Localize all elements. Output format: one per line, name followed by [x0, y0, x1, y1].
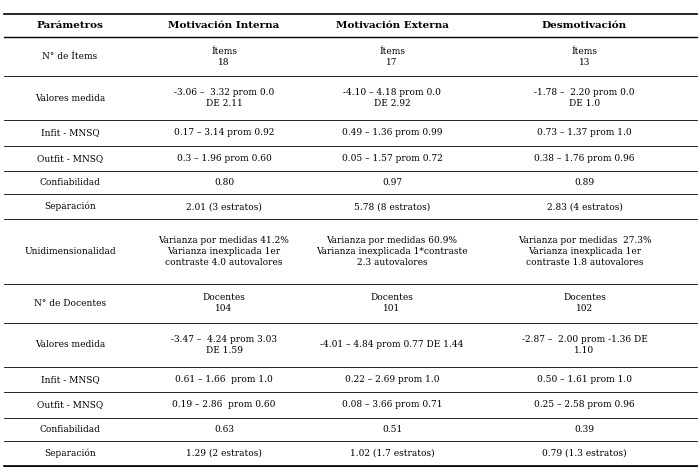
- Text: Valores medida: Valores medida: [35, 94, 105, 103]
- Text: 5.78 (8 estratos): 5.78 (8 estratos): [354, 202, 430, 211]
- Text: Outfit - MNSQ: Outfit - MNSQ: [37, 154, 103, 163]
- Text: -1.78 –  2.20 prom 0.0
DE 1.0: -1.78 – 2.20 prom 0.0 DE 1.0: [534, 88, 635, 108]
- Text: 0.49 – 1.36 prom 0.99: 0.49 – 1.36 prom 0.99: [342, 128, 442, 137]
- Text: Motivación Externa: Motivación Externa: [335, 21, 449, 30]
- Text: 1.29 (2 estratos): 1.29 (2 estratos): [186, 449, 262, 458]
- Text: 0.50 – 1.61 prom 1.0: 0.50 – 1.61 prom 1.0: [537, 375, 632, 384]
- Text: 2.83 (4 estratos): 2.83 (4 estratos): [547, 202, 622, 211]
- Text: N° de Docentes: N° de Docentes: [34, 299, 106, 308]
- Text: 0.05 – 1.57 prom 0.72: 0.05 – 1.57 prom 0.72: [342, 154, 442, 163]
- Text: 0.39: 0.39: [575, 425, 594, 434]
- Text: Separación: Separación: [44, 448, 96, 458]
- Text: Outfit - MNSQ: Outfit - MNSQ: [37, 400, 103, 409]
- Text: Docentes
101: Docentes 101: [370, 293, 414, 314]
- Text: 0.97: 0.97: [382, 178, 402, 187]
- Text: -2.87 –  2.00 prom -1.36 DE
1.10: -2.87 – 2.00 prom -1.36 DE 1.10: [522, 335, 648, 355]
- Text: 0.51: 0.51: [382, 425, 402, 434]
- Text: -3.06 –  3.32 prom 0.0
DE 2.11: -3.06 – 3.32 prom 0.0 DE 2.11: [174, 88, 274, 108]
- Text: -3.47 –  4.24 prom 3.03
DE 1.59: -3.47 – 4.24 prom 3.03 DE 1.59: [171, 335, 277, 355]
- Text: 0.17 – 3.14 prom 0.92: 0.17 – 3.14 prom 0.92: [174, 128, 274, 137]
- Text: Varianza por medidas 60.9%
Varianza inexplicada 1*contraste
2.3 autovalores: Varianza por medidas 60.9% Varianza inex…: [316, 236, 468, 267]
- Text: Separación: Separación: [44, 202, 96, 211]
- Text: Confiabilidad: Confiabilidad: [40, 425, 100, 434]
- Text: Confiabilidad: Confiabilidad: [40, 178, 100, 187]
- Text: Desmotivación: Desmotivación: [542, 21, 627, 30]
- Text: Infit - MNSQ: Infit - MNSQ: [41, 375, 99, 384]
- Text: Parámetros: Parámetros: [36, 21, 104, 30]
- Text: Ítems
17: Ítems 17: [379, 47, 405, 67]
- Text: 0.79 (1.3 estratos): 0.79 (1.3 estratos): [542, 449, 626, 458]
- Text: 1.02 (1.7 estratos): 1.02 (1.7 estratos): [350, 449, 434, 458]
- Text: Docentes
102: Docentes 102: [563, 293, 606, 314]
- Text: N° de Ítems: N° de Ítems: [43, 53, 97, 61]
- Text: Valores medida: Valores medida: [35, 341, 105, 350]
- Text: -4.10 – 4.18 prom 0.0
DE 2.92: -4.10 – 4.18 prom 0.0 DE 2.92: [343, 88, 441, 108]
- Text: 0.22 – 2.69 prom 1.0: 0.22 – 2.69 prom 1.0: [345, 375, 440, 384]
- Text: 0.63: 0.63: [214, 425, 234, 434]
- Text: 0.61 – 1.66  prom 1.0: 0.61 – 1.66 prom 1.0: [175, 375, 273, 384]
- Text: Varianza por medidas  27.3%
Varianza inexplicada 1er
contraste 1.8 autovalores: Varianza por medidas 27.3% Varianza inex…: [518, 236, 651, 267]
- Text: Unidimensionalidad: Unidimensionalidad: [25, 247, 116, 256]
- Text: Ítems
18: Ítems 18: [211, 47, 237, 67]
- Text: 2.01 (3 estratos): 2.01 (3 estratos): [186, 202, 262, 211]
- Text: -4.01 – 4.84 prom 0.77 DE 1.44: -4.01 – 4.84 prom 0.77 DE 1.44: [321, 341, 463, 350]
- Text: 0.89: 0.89: [575, 178, 594, 187]
- Text: 0.3 – 1.96 prom 0.60: 0.3 – 1.96 prom 0.60: [176, 154, 272, 163]
- Text: 0.80: 0.80: [214, 178, 234, 187]
- Text: Docentes
104: Docentes 104: [202, 293, 246, 314]
- Text: Varianza por medidas 41.2%
Varianza inexplicada 1er
contraste 4.0 autovalores: Varianza por medidas 41.2% Varianza inex…: [159, 236, 289, 267]
- Text: 0.38 – 1.76 prom 0.96: 0.38 – 1.76 prom 0.96: [534, 154, 635, 163]
- Text: Motivación Interna: Motivación Interna: [169, 21, 279, 30]
- Text: 0.73 – 1.37 prom 1.0: 0.73 – 1.37 prom 1.0: [537, 128, 632, 137]
- Text: Infit - MNSQ: Infit - MNSQ: [41, 128, 99, 137]
- Text: 0.25 – 2.58 prom 0.96: 0.25 – 2.58 prom 0.96: [534, 400, 635, 409]
- Text: 0.19 – 2.86  prom 0.60: 0.19 – 2.86 prom 0.60: [172, 400, 276, 409]
- Text: 0.08 – 3.66 prom 0.71: 0.08 – 3.66 prom 0.71: [342, 400, 442, 409]
- Text: Ítems
13: Ítems 13: [571, 47, 598, 67]
